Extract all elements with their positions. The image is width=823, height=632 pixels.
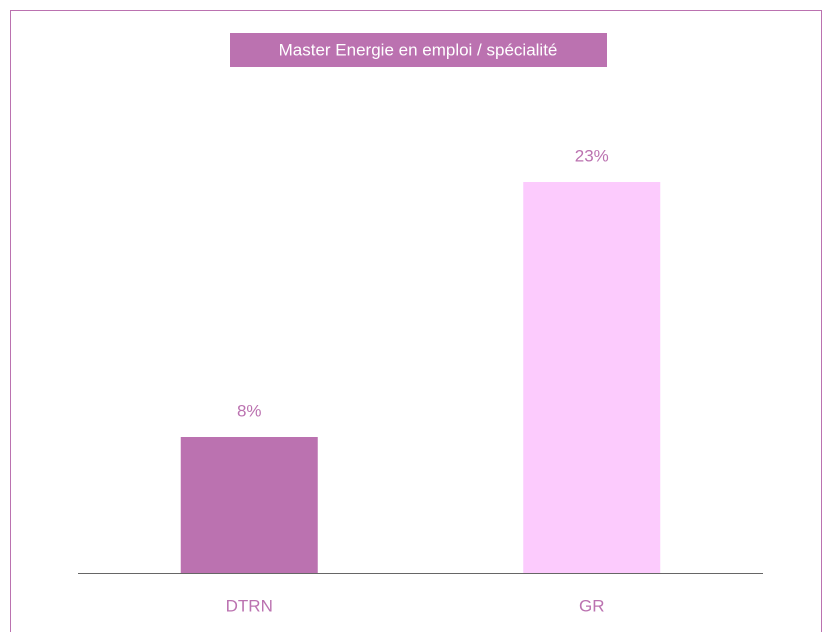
- data-label: 23%: [575, 146, 609, 165]
- bar: [523, 182, 661, 573]
- x-tick-label: DTRN: [226, 596, 273, 615]
- bar: [180, 437, 318, 573]
- data-label: 8%: [237, 401, 262, 420]
- x-tick-label: GR: [579, 596, 605, 615]
- chart-title: Master Energie en emploi / spécialité: [279, 40, 558, 59]
- chart-frame: [10, 10, 822, 632]
- title-box: [230, 33, 607, 67]
